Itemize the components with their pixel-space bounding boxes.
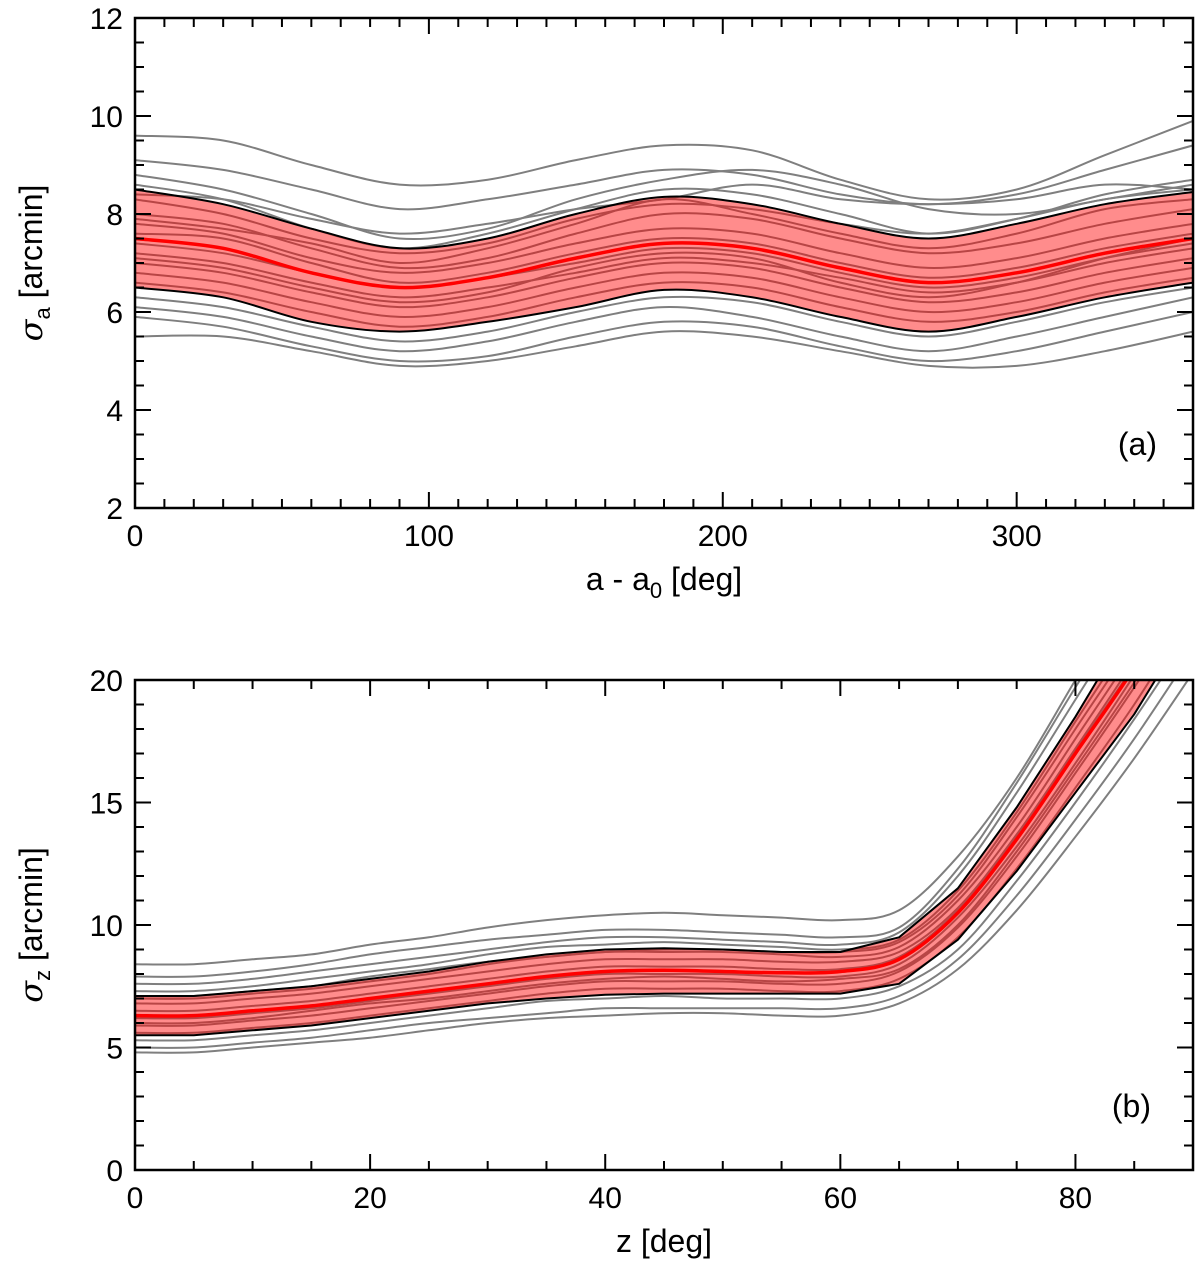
band-upper-edge: [135, 188, 1193, 250]
ensemble-curve: [135, 144, 1193, 211]
ensemble-curve: [135, 286, 1193, 343]
panel-a: 0 100 200 300 2 4 6 8 10 12 (a) a - a0 [deg] σa …: [12, 3, 1195, 603]
y-tick-label: 20: [90, 665, 123, 698]
x-tick-label: 20: [353, 1182, 386, 1215]
band-upper-edge: [135, 680, 1099, 997]
ensemble-curve: [135, 188, 1193, 255]
y-tick-label: 10: [90, 101, 123, 134]
x-tick-label: 0: [127, 520, 144, 553]
x-tick-label: 300: [992, 520, 1042, 553]
ensemble-curve: [135, 680, 1133, 1020]
y-tick-label: 5: [106, 1033, 123, 1066]
mean-curve: [135, 236, 1193, 290]
y-axis-label: σz [arcmin]: [12, 847, 55, 1003]
ensemble-curve: [135, 168, 1193, 241]
ensemble-curve: [135, 119, 1193, 201]
y-tick-label: 0: [106, 1155, 123, 1188]
ensemble-curve: [135, 198, 1193, 265]
ensemble-curve: [135, 232, 1193, 284]
x-tick-label: 80: [1059, 1182, 1092, 1215]
y-tick-label: 8: [106, 199, 123, 232]
ensemble-curve: [135, 222, 1193, 274]
band-fill: [135, 680, 1156, 1036]
ensemble-curve: [135, 680, 1141, 1027]
ensemble-curve: [135, 680, 1090, 986]
y-tick-label: 2: [106, 493, 123, 526]
mean-line: [135, 680, 1129, 1018]
ensemble-curve: [135, 266, 1193, 318]
mean-line: [135, 236, 1193, 290]
x-tick-label: 40: [589, 1182, 622, 1215]
mean-curve: [135, 680, 1129, 1018]
x-axis-label: a - a0 [deg]: [586, 561, 742, 603]
ensemble-curve: [135, 330, 1193, 369]
ensemble-curve: [135, 680, 1190, 1054]
band-lower-edge: [135, 281, 1193, 333]
ensemble-curve: [135, 680, 1123, 1005]
panel-b: 0 20 40 60 80 0 5 10 15 20 (b) z [deg] σz [arcmi…: [12, 665, 1195, 1259]
ensemble-curve: [135, 237, 1193, 304]
x-tick-labels: 0 100 200 300: [127, 520, 1042, 553]
x-tick-label: 60: [824, 1182, 857, 1215]
y-tick-label: 12: [90, 3, 123, 36]
ensemble-curve: [135, 680, 1104, 993]
uncertainty-band: [135, 680, 1157, 1037]
x-tick-label: 100: [404, 520, 454, 553]
ensemble-curve: [135, 208, 1193, 270]
x-tick-labels: 0 20 40 60 80: [127, 1182, 1092, 1215]
y-axis-label: σa [arcmin]: [12, 185, 55, 342]
ensemble-curve: [135, 276, 1193, 328]
ensemble-curve: [135, 680, 1082, 978]
y-tick-labels: 0 5 10 15 20: [90, 665, 123, 1188]
ensemble-curves: [135, 119, 1193, 369]
ensemble-curve: [135, 680, 1110, 998]
x-tick-label: 200: [698, 520, 748, 553]
uncertainty-band: [135, 188, 1193, 333]
ensemble-curve: [135, 680, 1117, 1000]
ensemble-curve: [135, 296, 1193, 353]
ensemble-curve: [135, 680, 1162, 1042]
panel-label: (a): [1118, 426, 1157, 462]
y-tick-label: 15: [90, 788, 123, 821]
x-tick-label: 0: [127, 1182, 144, 1215]
ensemble-curve: [135, 311, 1193, 363]
x-axis-label: z [deg]: [616, 1223, 712, 1259]
plot-frame: [133, 678, 1195, 1172]
y-tick-labels: 2 4 6 8 10 12: [90, 3, 123, 526]
plot-frame: [133, 16, 1195, 510]
panel-label: (b): [1112, 1088, 1151, 1124]
band-fill: [135, 189, 1193, 332]
y-tick-label: 6: [106, 297, 123, 330]
ensemble-curve: [135, 680, 1175, 1049]
y-tick-label: 4: [106, 395, 123, 428]
y-tick-label: 10: [90, 910, 123, 943]
ensemble-curve: [135, 680, 1077, 966]
band-lower-edge: [135, 680, 1157, 1037]
ensemble-curve: [135, 257, 1193, 309]
ensemble-curve: [135, 680, 1138, 1025]
ensemble-curve: [135, 680, 1152, 1035]
